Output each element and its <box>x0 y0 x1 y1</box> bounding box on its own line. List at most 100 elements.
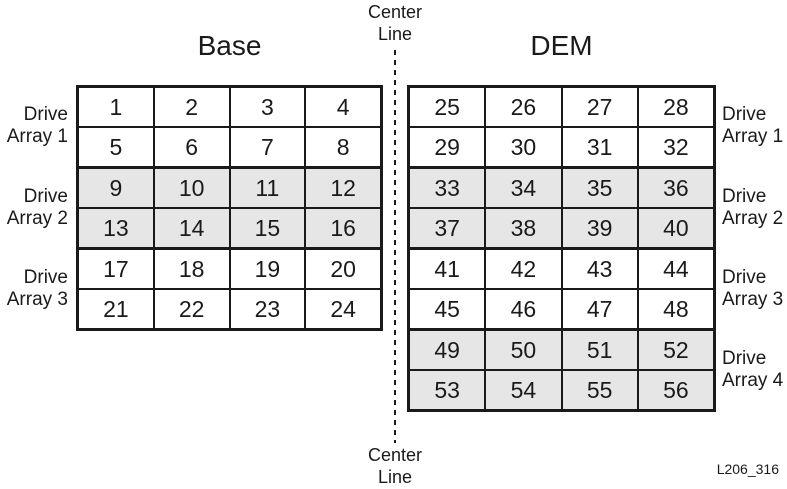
center-line-label-bottom: Center Line <box>345 444 445 488</box>
drive-bay: 45 <box>410 290 487 328</box>
drive-bay: 48 <box>638 290 713 328</box>
figure-id: L206_316 <box>716 461 779 477</box>
drive-bay: 12 <box>306 169 380 207</box>
dem-drive-array-3-group: 41 42 43 44 45 46 47 48 <box>410 247 713 328</box>
base-drive-array-1-label: Drive Array 1 <box>0 104 68 148</box>
drive-bay: 1 <box>79 88 155 126</box>
label-line: Array 1 <box>6 126 68 147</box>
drive-bay: 20 <box>306 250 380 288</box>
drive-bay: 38 <box>486 209 563 247</box>
center-line-label-bottom-line1: Center <box>367 445 423 465</box>
label-line: Array 2 <box>6 208 68 229</box>
drive-bay: 31 <box>562 128 639 166</box>
base-enclosure-table: 1 2 3 4 5 6 7 8 9 10 11 12 13 14 15 16 1… <box>76 85 383 331</box>
dem-title: DEM <box>530 30 593 61</box>
center-line-dashed <box>394 50 396 443</box>
drive-bay: 29 <box>410 128 487 166</box>
drive-bay: 17 <box>79 250 155 288</box>
base-drive-array-3-label: Drive Array 3 <box>0 267 68 311</box>
center-line-label-top-line1: Center <box>367 2 423 22</box>
drive-bay: 9 <box>79 169 155 207</box>
drive-bay: 39 <box>562 209 639 247</box>
drive-bay: 27 <box>562 88 639 126</box>
drive-bay: 37 <box>410 209 487 247</box>
dem-drive-array-2-group: 33 34 35 36 37 38 39 40 <box>410 166 713 247</box>
table-row: 13 14 15 16 <box>79 207 380 247</box>
drive-bay: 11 <box>230 169 307 207</box>
drive-bay: 7 <box>230 128 307 166</box>
drive-bay: 2 <box>154 88 231 126</box>
drive-bay: 6 <box>154 128 231 166</box>
label-line: Drive <box>722 186 767 207</box>
drive-bay: 51 <box>562 331 639 369</box>
drive-bay: 32 <box>638 128 713 166</box>
drive-bay: 42 <box>486 250 563 288</box>
center-line-label-top: Center Line <box>345 1 445 45</box>
drive-bay: 25 <box>410 88 487 126</box>
drive-bay: 55 <box>562 371 639 409</box>
drive-bay: 43 <box>562 250 639 288</box>
drive-bay: 30 <box>486 128 563 166</box>
table-row: 1 2 3 4 <box>79 88 380 126</box>
label-line: Drive <box>23 267 68 288</box>
label-line: Array 1 <box>722 126 784 147</box>
table-row: 17 18 19 20 <box>79 250 380 288</box>
dem-drive-array-1-label: Drive Array 1 <box>722 104 787 148</box>
label-line: Drive <box>722 267 767 288</box>
drive-bay: 5 <box>79 128 155 166</box>
drive-bay: 28 <box>638 88 713 126</box>
label-line: Drive <box>23 104 68 125</box>
drive-bay: 54 <box>486 371 563 409</box>
drive-bay: 4 <box>306 88 380 126</box>
base-drive-array-2-group: 9 10 11 12 13 14 15 16 <box>79 166 380 247</box>
drive-bay: 56 <box>638 371 713 409</box>
table-row: 9 10 11 12 <box>79 169 380 207</box>
table-row: 25 26 27 28 <box>410 88 713 126</box>
label-line: Array 3 <box>722 289 784 310</box>
label-line: Drive <box>23 186 68 207</box>
table-row: 33 34 35 36 <box>410 169 713 207</box>
drive-bay: 23 <box>230 290 307 328</box>
drive-bay: 53 <box>410 371 487 409</box>
label-line: Array 3 <box>6 289 68 310</box>
dem-drive-array-4-label: Drive Array 4 <box>722 348 787 392</box>
dem-drive-array-2-label: Drive Array 2 <box>722 186 787 230</box>
label-line: Drive <box>722 104 767 125</box>
dem-enclosure-table: 25 26 27 28 29 30 31 32 33 34 35 36 37 3… <box>407 85 716 412</box>
label-line: Array 4 <box>722 370 784 391</box>
table-row: 41 42 43 44 <box>410 250 713 288</box>
base-drive-array-1-group: 1 2 3 4 5 6 7 8 <box>79 88 380 166</box>
label-line: Drive <box>722 348 767 369</box>
table-row: 5 6 7 8 <box>79 126 380 166</box>
drive-bay: 14 <box>154 209 231 247</box>
dem-drive-array-1-group: 25 26 27 28 29 30 31 32 <box>410 88 713 166</box>
dem-drive-array-3-label: Drive Array 3 <box>722 267 787 311</box>
table-row: 21 22 23 24 <box>79 288 380 328</box>
dem-drive-array-4-group: 49 50 51 52 53 54 55 56 <box>410 328 713 409</box>
table-row: 45 46 47 48 <box>410 288 713 328</box>
drive-bay: 44 <box>638 250 713 288</box>
drive-bay: 16 <box>306 209 380 247</box>
drive-bay: 52 <box>638 331 713 369</box>
drive-bay: 3 <box>230 88 307 126</box>
drive-bay: 21 <box>79 290 155 328</box>
drive-bay: 19 <box>230 250 307 288</box>
drive-bay: 13 <box>79 209 155 247</box>
base-title: Base <box>197 30 262 61</box>
drive-bay: 41 <box>410 250 487 288</box>
drive-bay: 18 <box>154 250 231 288</box>
drive-bay: 33 <box>410 169 487 207</box>
table-row: 49 50 51 52 <box>410 331 713 369</box>
drive-bay: 49 <box>410 331 487 369</box>
drive-bay: 10 <box>154 169 231 207</box>
drive-bay: 15 <box>230 209 307 247</box>
drive-bay: 35 <box>562 169 639 207</box>
table-row: 29 30 31 32 <box>410 126 713 166</box>
base-drive-array-2-label: Drive Array 2 <box>0 186 68 230</box>
table-row: 53 54 55 56 <box>410 369 713 409</box>
drive-bay: 47 <box>562 290 639 328</box>
table-row: 37 38 39 40 <box>410 207 713 247</box>
drive-bay: 36 <box>638 169 713 207</box>
drive-bay: 8 <box>306 128 380 166</box>
